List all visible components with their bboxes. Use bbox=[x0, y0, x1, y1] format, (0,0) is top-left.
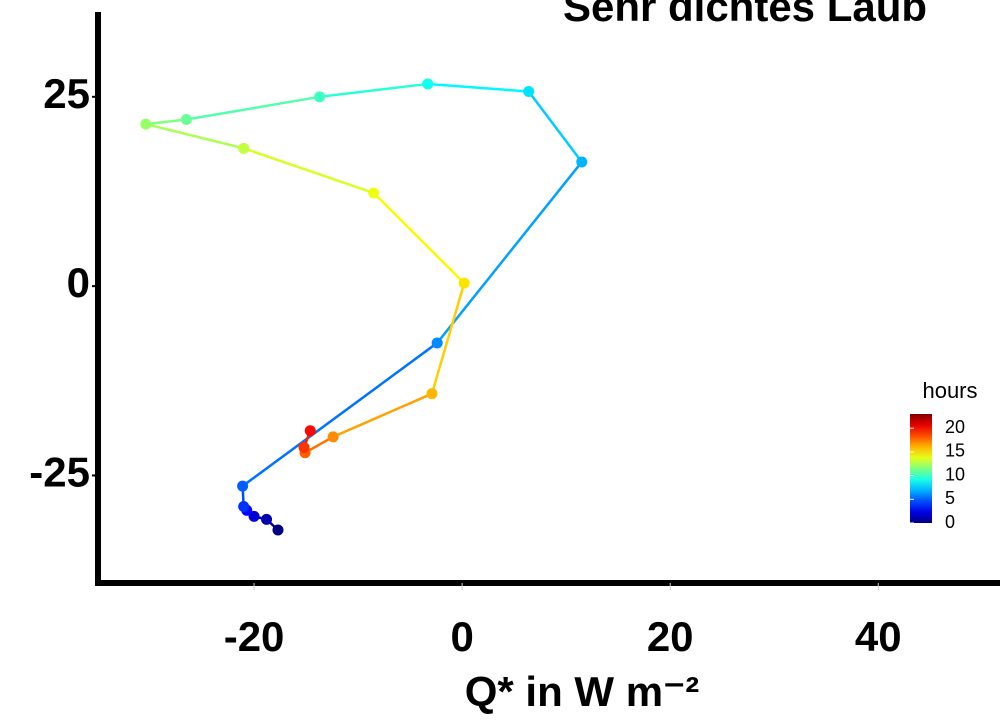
colorbar bbox=[910, 414, 932, 523]
chart-title: Sehr dichtes Laub bbox=[563, 0, 927, 30]
colorbar-tick-label: 20 bbox=[945, 417, 965, 437]
point bbox=[576, 156, 587, 167]
x-tick-label: 40 bbox=[855, 613, 902, 660]
y-tick-label: 0 bbox=[67, 259, 90, 306]
chart: Sehr dichtes Laub Q* in W m⁻² hours -25 0… bbox=[0, 0, 1000, 721]
colorbar-tick-label: 10 bbox=[945, 464, 965, 484]
point bbox=[272, 524, 283, 535]
line-segment bbox=[186, 97, 319, 120]
colorbar-tick-label: 5 bbox=[945, 488, 955, 508]
point bbox=[140, 119, 151, 130]
line-segment bbox=[320, 84, 428, 97]
line-segment bbox=[437, 162, 582, 343]
point bbox=[432, 337, 443, 348]
x-tick-label: 20 bbox=[647, 613, 694, 660]
point bbox=[305, 425, 316, 436]
line-segment bbox=[146, 120, 187, 125]
point bbox=[426, 388, 437, 399]
line-segment bbox=[428, 84, 529, 92]
y-tick-label: -25 bbox=[29, 449, 90, 496]
point bbox=[368, 187, 379, 198]
colorbar-tick-label: 15 bbox=[945, 441, 965, 461]
colorbar-tick-label: 0 bbox=[945, 512, 955, 532]
point bbox=[237, 481, 248, 492]
point bbox=[298, 442, 309, 453]
line-segment bbox=[244, 148, 374, 193]
line-segment bbox=[529, 92, 582, 162]
colorbar-title: hours bbox=[922, 378, 977, 403]
y-tick-label: 25 bbox=[43, 70, 90, 117]
point bbox=[181, 114, 192, 125]
x-tick-label: 0 bbox=[450, 613, 473, 660]
x-axis-label: Q* in W m⁻² bbox=[465, 668, 700, 715]
point bbox=[238, 143, 249, 154]
line-segment bbox=[146, 124, 244, 148]
point bbox=[328, 431, 339, 442]
point bbox=[422, 78, 433, 89]
line-segment bbox=[243, 343, 438, 486]
point bbox=[238, 501, 249, 512]
point bbox=[314, 91, 325, 102]
line-segment bbox=[374, 193, 465, 283]
x-tick-label: -20 bbox=[224, 613, 285, 660]
point bbox=[523, 86, 534, 97]
point bbox=[261, 514, 272, 525]
point bbox=[459, 278, 470, 289]
line-segment bbox=[333, 394, 432, 437]
